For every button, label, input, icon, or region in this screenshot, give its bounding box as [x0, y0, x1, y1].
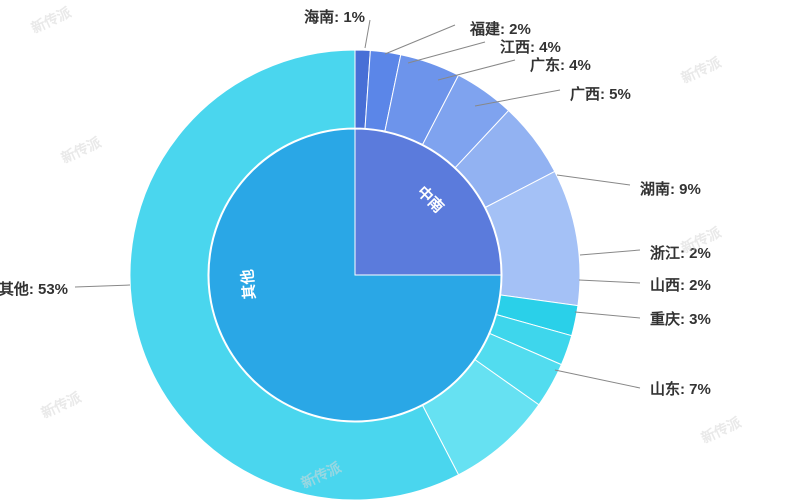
- outer-label: 广东: 4%: [530, 56, 591, 74]
- outer-label: 山西: 2%: [650, 277, 711, 294]
- leader-line: [557, 175, 630, 185]
- outer-label: 重庆: 3%: [650, 310, 711, 328]
- leader-line: [365, 20, 370, 48]
- leader-line: [555, 370, 640, 388]
- outer-label: 江西: 4%: [500, 38, 561, 56]
- leader-line: [75, 285, 130, 287]
- leader-line: [438, 60, 515, 80]
- outer-label: 福建: 2%: [469, 20, 531, 38]
- inner-label: 其他: [238, 269, 259, 300]
- outer-label: 山东: 7%: [650, 380, 711, 398]
- outer-label: 其他: 53%: [0, 280, 68, 298]
- nested-pie-chart: 海南: 1% 福建: 2%江西: 4%广东: 4% 广西: 5% 湖南: 9% 浙江: …: [0, 0, 800, 500]
- leader-line: [385, 25, 455, 54]
- outer-label: 广西: 5%: [570, 85, 631, 103]
- outer-label: 湖南: 9%: [640, 180, 701, 198]
- leader-line: [579, 280, 640, 283]
- outer-label: 海南: 1%: [304, 8, 365, 26]
- outer-label: 浙江: 2%: [650, 244, 711, 262]
- leader-line: [408, 42, 485, 63]
- leader-line: [580, 250, 640, 255]
- leader-line: [575, 312, 640, 318]
